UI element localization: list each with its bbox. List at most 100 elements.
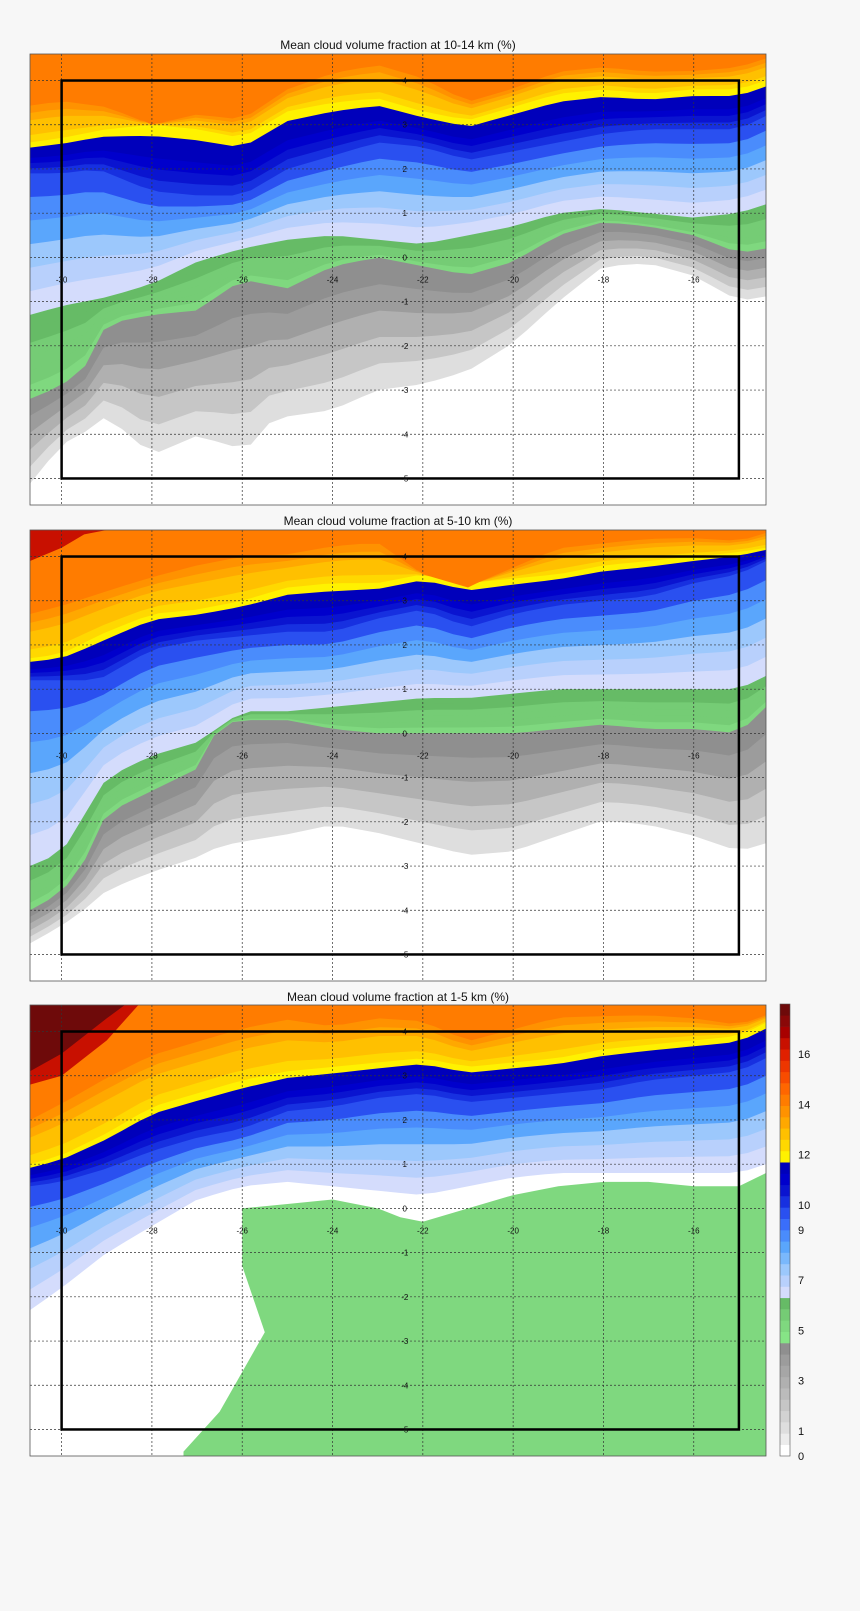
panel-title-2: Mean cloud volume fraction at 5-10 km (%… (283, 514, 513, 528)
colorbar-segment (780, 1444, 790, 1457)
x-tick-label: -20 (507, 751, 519, 760)
colorbar-segment (780, 1139, 790, 1152)
colorbar-segment (780, 1433, 790, 1445)
y-tick-label: 1 (403, 1160, 408, 1169)
colorbar-segment (780, 1286, 790, 1299)
y-tick-label: -2 (401, 342, 409, 351)
panel-3: -30 -28 -26 -24 -22 -20 -18 -16 4 3 2 1 0 -1 -2 -3 -4 -5 (29, 1004, 767, 1457)
y-tick-label: -1 (401, 1249, 409, 1258)
x-tick-label: -26 (236, 275, 248, 284)
y-tick-label: 3 (403, 597, 408, 606)
colorbar-segment (780, 1252, 790, 1265)
colorbar-segment (780, 1275, 790, 1287)
colorbar-tick-label: 3 (798, 1376, 804, 1388)
y-tick-label: 4 (403, 1028, 408, 1037)
colorbar-segment (780, 1105, 790, 1118)
x-tick-label: -22 (417, 1226, 429, 1235)
y-tick-label: 3 (403, 121, 408, 130)
y-tick-label: -5 (401, 474, 409, 483)
region-box (60, 79, 741, 480)
x-tick-label: -18 (598, 275, 610, 284)
x-tick-label: -22 (417, 275, 429, 284)
x-tick-label: -20 (507, 275, 519, 284)
x-tick-label: -26 (236, 1226, 248, 1235)
y-tick-label: -3 (401, 862, 409, 871)
x-tick-label: -28 (146, 1226, 158, 1235)
colorbar-segment (780, 1117, 790, 1129)
x-tick-label: -20 (507, 1226, 519, 1235)
panel-title-1: Mean cloud volume fraction at 10-14 km (… (280, 38, 516, 52)
y-tick-label: 0 (403, 253, 408, 262)
panel-2: -30 -28 -26 -24 -22 -20 -18 -16 4 3 2 1 0 -1 -2 -3 -4 -5 (29, 529, 767, 982)
y-tick-label: 2 (403, 641, 408, 650)
colorbar-segment (780, 1309, 790, 1321)
colorbar-segment (780, 1015, 790, 1027)
y-tick-label: 0 (403, 729, 408, 738)
contour-field (30, 530, 766, 981)
band-level-5 (183, 1173, 766, 1456)
y-tick-label: 3 (403, 1072, 408, 1081)
colorbar-segment (780, 1410, 790, 1423)
colorbar-segment (780, 1196, 790, 1208)
panel-title-3: Mean cloud volume fraction at 1-5 km (%) (286, 990, 510, 1004)
y-tick-label: -2 (401, 818, 409, 827)
x-tick-label: -16 (688, 275, 700, 284)
colorbar-segment (780, 1376, 790, 1389)
y-tick-label: -4 (401, 430, 409, 439)
colorbar-segment (780, 1230, 790, 1242)
colorbar-segment (780, 1218, 790, 1231)
colorbar-segment (780, 1320, 790, 1332)
colorbar-tick-label: 16 (798, 1049, 810, 1061)
panel-frame (29, 53, 767, 506)
y-tick-label: -2 (401, 1293, 409, 1302)
x-tick-label: -16 (688, 751, 700, 760)
colorbar-segment (780, 1083, 790, 1095)
y-tick-label: 1 (403, 209, 408, 218)
panel-frame (29, 1004, 767, 1457)
x-tick-label: -16 (688, 1226, 700, 1235)
band-level-18 (30, 1005, 125, 1072)
region-box (60, 1030, 741, 1431)
y-tick-label: 4 (403, 553, 408, 562)
colorbar-segment (780, 1331, 790, 1344)
colorbar-segment (780, 1071, 790, 1084)
x-tick-label: -28 (146, 751, 158, 760)
x-tick-label: -30 (56, 275, 68, 284)
y-tick-label: -4 (401, 906, 409, 915)
x-tick-label: -24 (327, 275, 339, 284)
colorbar-tick-label: 7 (798, 1275, 804, 1287)
x-tick-label: -22 (417, 751, 429, 760)
colorbar-segment (780, 1297, 790, 1310)
y-tick-label: -1 (401, 774, 409, 783)
colorbar-segment (780, 1150, 790, 1163)
panel-frame (29, 529, 767, 982)
colorbar-segment (780, 1184, 790, 1197)
y-tick-label: -3 (401, 1337, 409, 1346)
colorbar-tick-label: 0 (798, 1451, 804, 1463)
grid-lines (30, 530, 766, 981)
colorbar-segment (780, 1128, 790, 1140)
contour-field (30, 54, 766, 505)
y-tick-label: -4 (401, 1381, 409, 1390)
colorbar-segment (780, 1026, 790, 1039)
y-tick-label: 2 (403, 165, 408, 174)
colorbar-segment (780, 1422, 790, 1434)
y-tick-label: -5 (401, 950, 409, 959)
colorbar-segment (780, 1399, 790, 1412)
x-tick-label: -24 (327, 751, 339, 760)
colorbar-segment (780, 1365, 790, 1378)
colorbar-segment (780, 1094, 790, 1106)
x-tick-label: -18 (598, 751, 610, 760)
region-box (60, 555, 741, 956)
y-tick-label: -5 (401, 1425, 409, 1434)
colorbar-tick-label: 14 (798, 1099, 810, 1111)
contour-field (30, 1005, 766, 1456)
colorbar-segment (780, 1173, 790, 1186)
colorbar-segment (780, 1049, 790, 1061)
x-tick-label: -28 (146, 275, 158, 284)
y-tick-label: 2 (403, 1116, 408, 1125)
colorbar-tick-label: 10 (798, 1200, 810, 1212)
colorbar-segment (780, 1343, 790, 1355)
colorbar-segment (780, 1162, 790, 1174)
